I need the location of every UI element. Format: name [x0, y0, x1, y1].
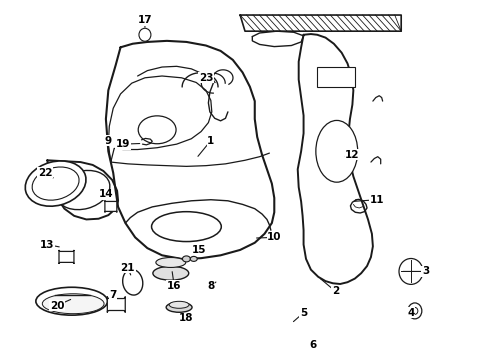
- Text: 4: 4: [407, 308, 415, 318]
- Text: 21: 21: [121, 263, 135, 273]
- FancyBboxPatch shape: [105, 201, 117, 212]
- Ellipse shape: [153, 266, 189, 280]
- Text: 11: 11: [369, 195, 384, 205]
- Text: 5: 5: [300, 308, 307, 318]
- Ellipse shape: [169, 301, 189, 308]
- Ellipse shape: [399, 258, 423, 284]
- Text: 23: 23: [199, 73, 213, 83]
- Ellipse shape: [138, 116, 176, 144]
- Ellipse shape: [25, 161, 86, 206]
- Text: 8: 8: [207, 281, 215, 291]
- Text: 14: 14: [98, 189, 113, 199]
- Ellipse shape: [42, 294, 104, 314]
- Ellipse shape: [36, 287, 108, 315]
- Text: 22: 22: [38, 168, 52, 178]
- Ellipse shape: [32, 167, 79, 200]
- Text: 15: 15: [192, 245, 206, 255]
- Ellipse shape: [412, 307, 418, 314]
- Ellipse shape: [408, 303, 422, 319]
- Text: 2: 2: [332, 286, 339, 296]
- Ellipse shape: [139, 28, 151, 41]
- Text: 6: 6: [310, 340, 317, 350]
- Ellipse shape: [151, 212, 221, 242]
- Text: 10: 10: [267, 232, 282, 242]
- Text: 19: 19: [116, 139, 130, 149]
- Ellipse shape: [166, 302, 192, 312]
- Ellipse shape: [190, 256, 197, 261]
- Text: 9: 9: [105, 136, 112, 145]
- FancyBboxPatch shape: [59, 250, 74, 264]
- Ellipse shape: [156, 257, 186, 267]
- Ellipse shape: [56, 170, 110, 210]
- FancyBboxPatch shape: [107, 297, 125, 312]
- Text: 7: 7: [110, 290, 117, 300]
- Text: 1: 1: [207, 136, 215, 145]
- Text: 20: 20: [50, 301, 64, 311]
- Text: 13: 13: [40, 239, 54, 249]
- Ellipse shape: [182, 256, 191, 262]
- Text: 3: 3: [422, 266, 429, 276]
- Text: 18: 18: [179, 313, 194, 323]
- Bar: [317, 67, 355, 87]
- Ellipse shape: [122, 269, 143, 295]
- Text: 12: 12: [345, 150, 360, 160]
- Text: 17: 17: [138, 15, 152, 26]
- Ellipse shape: [316, 121, 358, 182]
- Text: 16: 16: [167, 281, 181, 291]
